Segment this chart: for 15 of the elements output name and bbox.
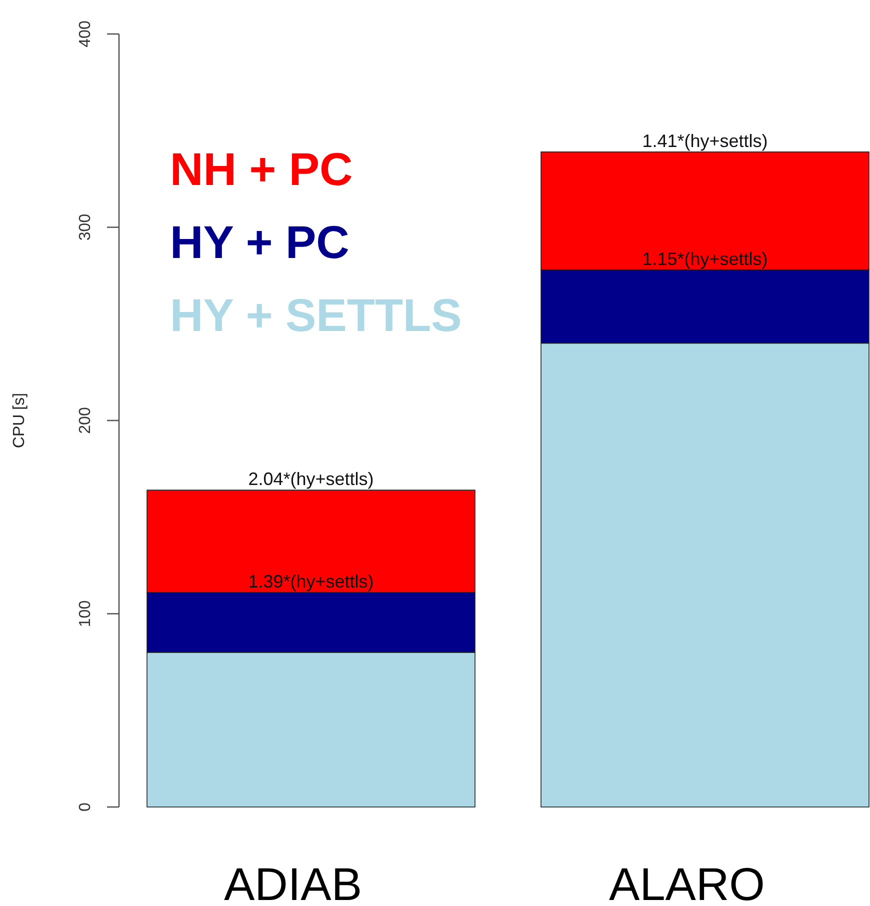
y-tick-label: 300 xyxy=(77,214,94,241)
x-tick-label: ADIAB xyxy=(224,858,362,906)
series-label: HY + SETTLS xyxy=(170,289,462,341)
y-tick-label: 200 xyxy=(77,407,94,434)
annotation: 2.04*(hy+settls) xyxy=(248,469,374,490)
y-axis-title: CPU [s] xyxy=(11,392,28,448)
x-tick-label: ALARO xyxy=(609,858,765,906)
annotation: 1.41*(hy+settls) xyxy=(642,130,768,151)
annotation: 1.15*(hy+settls) xyxy=(642,248,768,269)
y-tick-label: 400 xyxy=(77,20,94,48)
annotation: 1.39*(hy+settls) xyxy=(248,571,374,592)
y-tick-label: 0 xyxy=(77,802,94,812)
y-tick-label: 100 xyxy=(77,600,94,628)
text: HY + PC xyxy=(170,216,350,268)
text: NH + PC xyxy=(170,143,353,195)
